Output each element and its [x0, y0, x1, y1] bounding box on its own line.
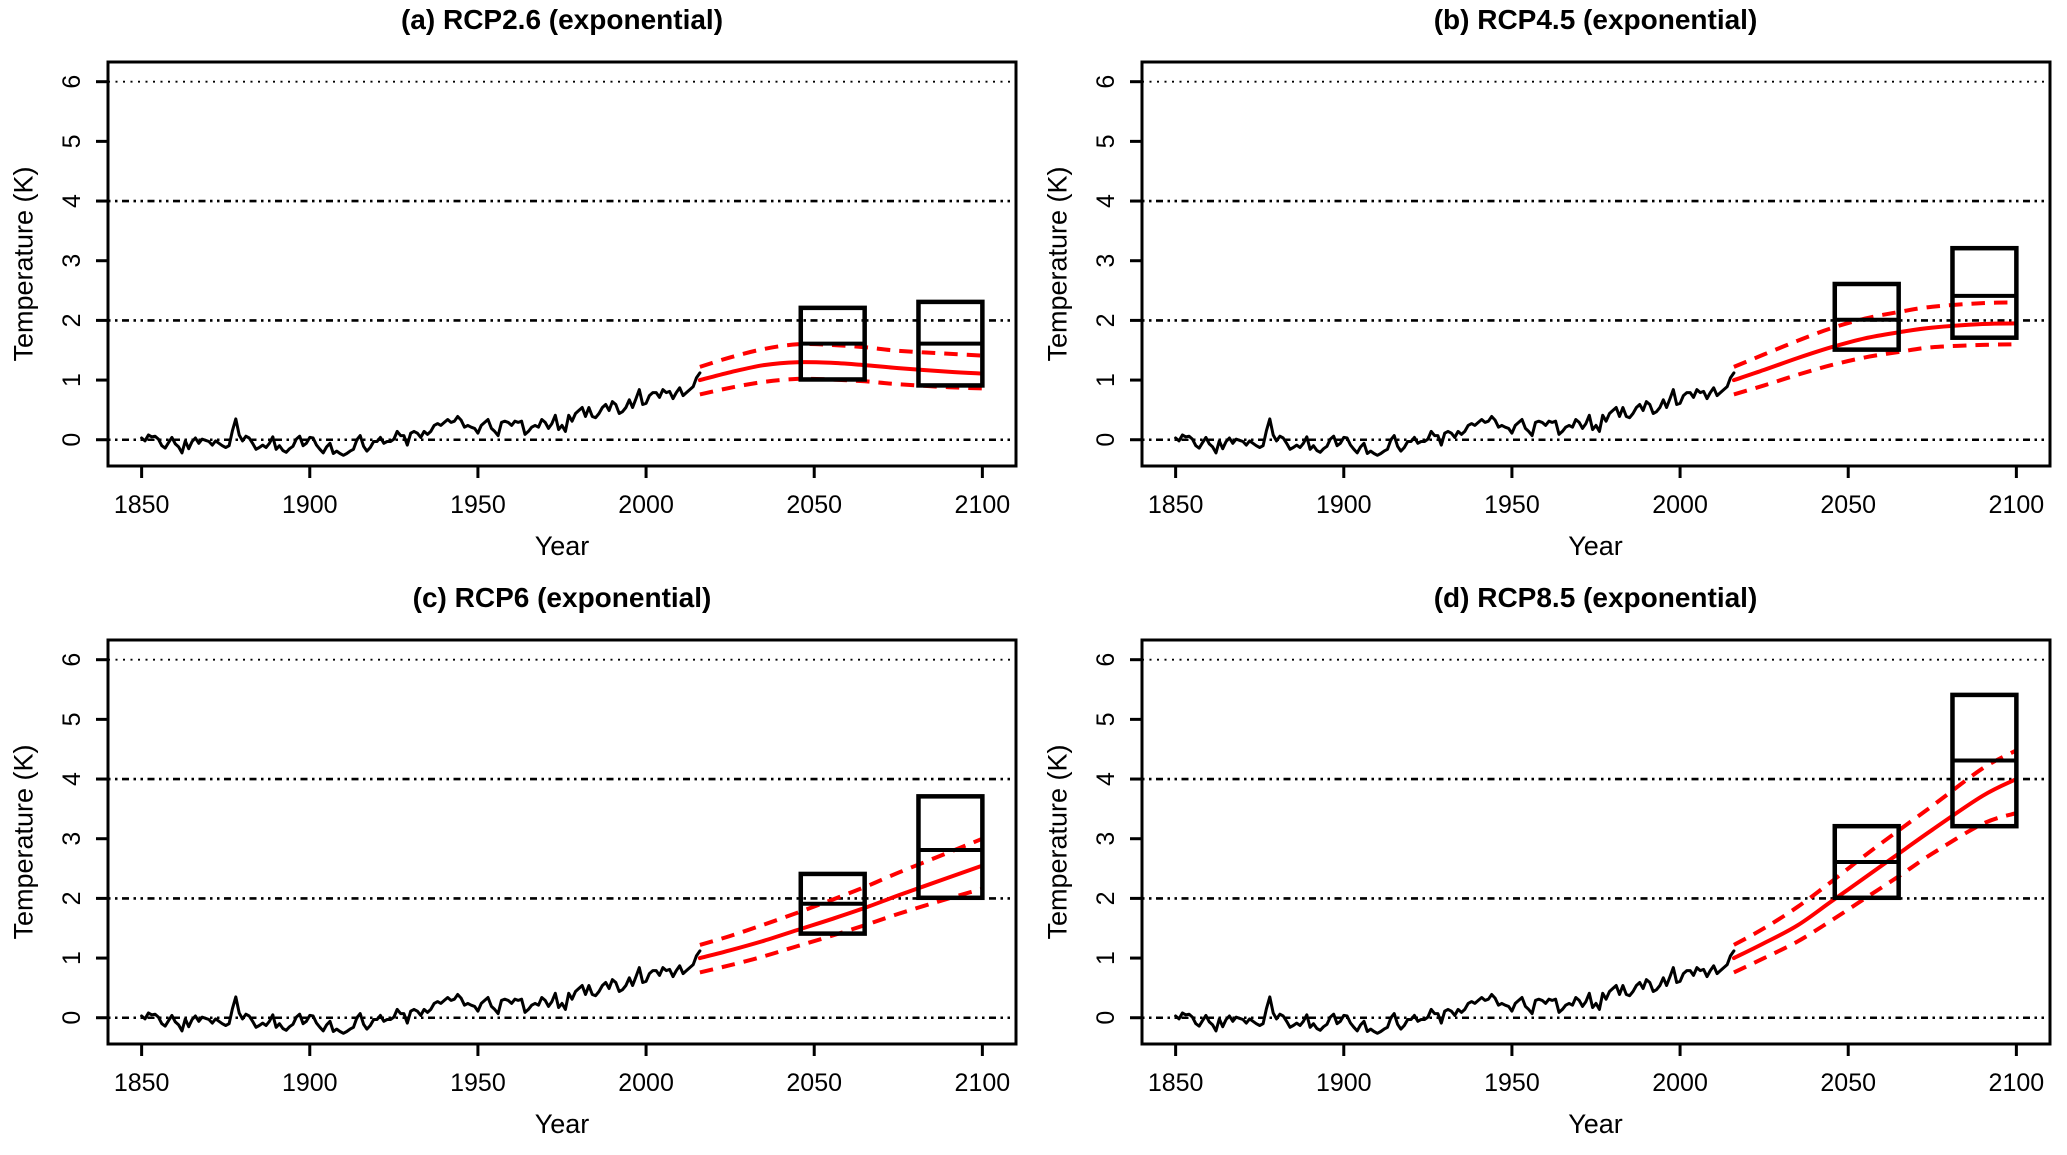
ipcc-likely-range-box [1832, 281, 1901, 352]
y-tick-label: 0 [1092, 1010, 1120, 1024]
y-tick-label: 0 [1092, 433, 1120, 447]
x-axis-label: Year [1568, 1108, 1623, 1139]
x-tick-label: 1900 [282, 1069, 338, 1097]
y-tick-label: 4 [58, 771, 86, 785]
panel-title: (d) RCP8.5 (exponential) [1433, 581, 1758, 613]
y-tick-label: 6 [1092, 652, 1120, 666]
y-tick-label: 5 [58, 134, 86, 148]
panel-d-rcp85: (d) RCP8.5 (exponential) Temperature (K)… [1034, 578, 2067, 1155]
y-tick-label: 3 [1092, 831, 1120, 845]
y-tick-label: 6 [58, 75, 86, 89]
x-tick-label: 2050 [1820, 1069, 1876, 1097]
ipcc-likely-range-box [916, 793, 985, 900]
y-tick-label: 1 [58, 951, 86, 965]
y-tick-label: 1 [1092, 951, 1120, 965]
panel-b-rcp45: (b) RCP4.5 (exponential) Temperature (K)… [1034, 0, 2067, 578]
x-tick-label: 1850 [1147, 491, 1203, 519]
x-tick-label: 1900 [1315, 1069, 1371, 1097]
chart-canvas: 1850 1900 1950 2000 2050 2100 0 1 2 3 4 5 6 [1092, 638, 2051, 1097]
x-tick-label: 2000 [1652, 1069, 1708, 1097]
x-tick-label: 1950 [1484, 1069, 1540, 1097]
chart-canvas: 1850 1900 1950 2000 2050 2100 0 1 2 3 4 5 6 [58, 638, 1018, 1097]
plot-border [106, 638, 1018, 1045]
panel-title: (a) RCP2.6 (exponential) [400, 4, 724, 35]
observed-temperature-line [1173, 371, 1735, 457]
ipcc-likely-range-box [1949, 245, 2019, 340]
y-tick-label: 6 [1092, 75, 1120, 89]
x-axis-label: Year [534, 1108, 590, 1139]
plot-border [1140, 638, 2051, 1045]
x-axis-label: Year [1568, 531, 1623, 561]
x-tick-label: 1850 [1147, 1069, 1203, 1097]
projection-lower-bound-line [1732, 342, 2016, 397]
projection-upper-bound-line [699, 836, 984, 947]
x-tick-label: 2000 [618, 1069, 674, 1097]
chart-canvas: 1850 1900 1950 2000 2050 2100 0 1 2 3 4 5 6 [58, 60, 1018, 519]
projection-lower-bound-line [699, 886, 983, 974]
panel-title: (b) RCP4.5 (exponential) [1433, 4, 1758, 35]
y-tick-label: 4 [1092, 771, 1120, 785]
projection-upper-bound-line [1732, 748, 2017, 947]
y-tick-label: 3 [1092, 254, 1120, 268]
observed-temperature-line [140, 371, 702, 457]
projection-upper-bound-line [699, 342, 983, 369]
x-tick-label: 2100 [955, 491, 1011, 519]
y-tick-label: 1 [1092, 373, 1120, 387]
x-tick-label: 2000 [618, 491, 674, 519]
y-tick-label: 5 [1092, 134, 1120, 148]
x-tick-label: 2050 [786, 491, 842, 519]
y-tick-label: 2 [58, 891, 86, 905]
y-tick-label: 0 [58, 1010, 86, 1024]
y-tick-label: 0 [58, 433, 86, 447]
x-axis-label: Year [534, 531, 590, 561]
x-tick-label: 1850 [114, 1069, 170, 1097]
x-tick-label: 1900 [1315, 491, 1371, 519]
x-tick-label: 1850 [114, 491, 170, 519]
panel-title: (c) RCP6 (exponential) [412, 581, 712, 613]
y-tick-label: 4 [58, 194, 86, 208]
plot-border [106, 60, 1018, 468]
projection-central-line [697, 863, 985, 960]
y-tick-label: 2 [58, 313, 86, 327]
x-tick-label: 2050 [1820, 491, 1876, 519]
x-tick-label: 2100 [1988, 491, 2044, 519]
y-tick-label: 5 [1092, 712, 1120, 726]
x-tick-label: 1950 [1484, 491, 1540, 519]
x-tick-label: 1900 [282, 491, 338, 519]
x-tick-label: 1950 [450, 1069, 506, 1097]
y-tick-label: 1 [58, 373, 86, 387]
y-tick-label: 2 [1092, 313, 1120, 327]
y-tick-label: 3 [58, 254, 86, 268]
x-tick-label: 1950 [450, 491, 506, 519]
plot-border [1140, 60, 2051, 468]
projection-lower-bound-line [1732, 810, 2017, 974]
y-tick-label: 2 [1092, 891, 1120, 905]
y-tick-label: 4 [1092, 194, 1120, 208]
projection-central-line [1731, 776, 2018, 960]
x-tick-label: 2050 [786, 1069, 842, 1097]
projection-central-line [1731, 321, 2018, 383]
chart-canvas: 1850 1900 1950 2000 2050 2100 0 1 2 3 4 5 6 [1092, 60, 2051, 519]
y-tick-label: 6 [58, 652, 86, 666]
projection-central-line [697, 360, 985, 383]
panel-a-rcp26: (a) RCP2.6 (exponential) Temperature (K)… [0, 0, 1034, 578]
observed-temperature-line [1173, 948, 1735, 1035]
y-tick-label: 5 [58, 712, 86, 726]
y-tick-label: 3 [58, 831, 86, 845]
x-tick-label: 2100 [1988, 1069, 2044, 1097]
x-tick-label: 2100 [955, 1069, 1011, 1097]
observed-temperature-line [140, 948, 702, 1035]
x-tick-label: 2000 [1652, 491, 1708, 519]
panel-c-rcp6: (c) RCP6 (exponential) Temperature (K) 1… [0, 578, 1034, 1155]
